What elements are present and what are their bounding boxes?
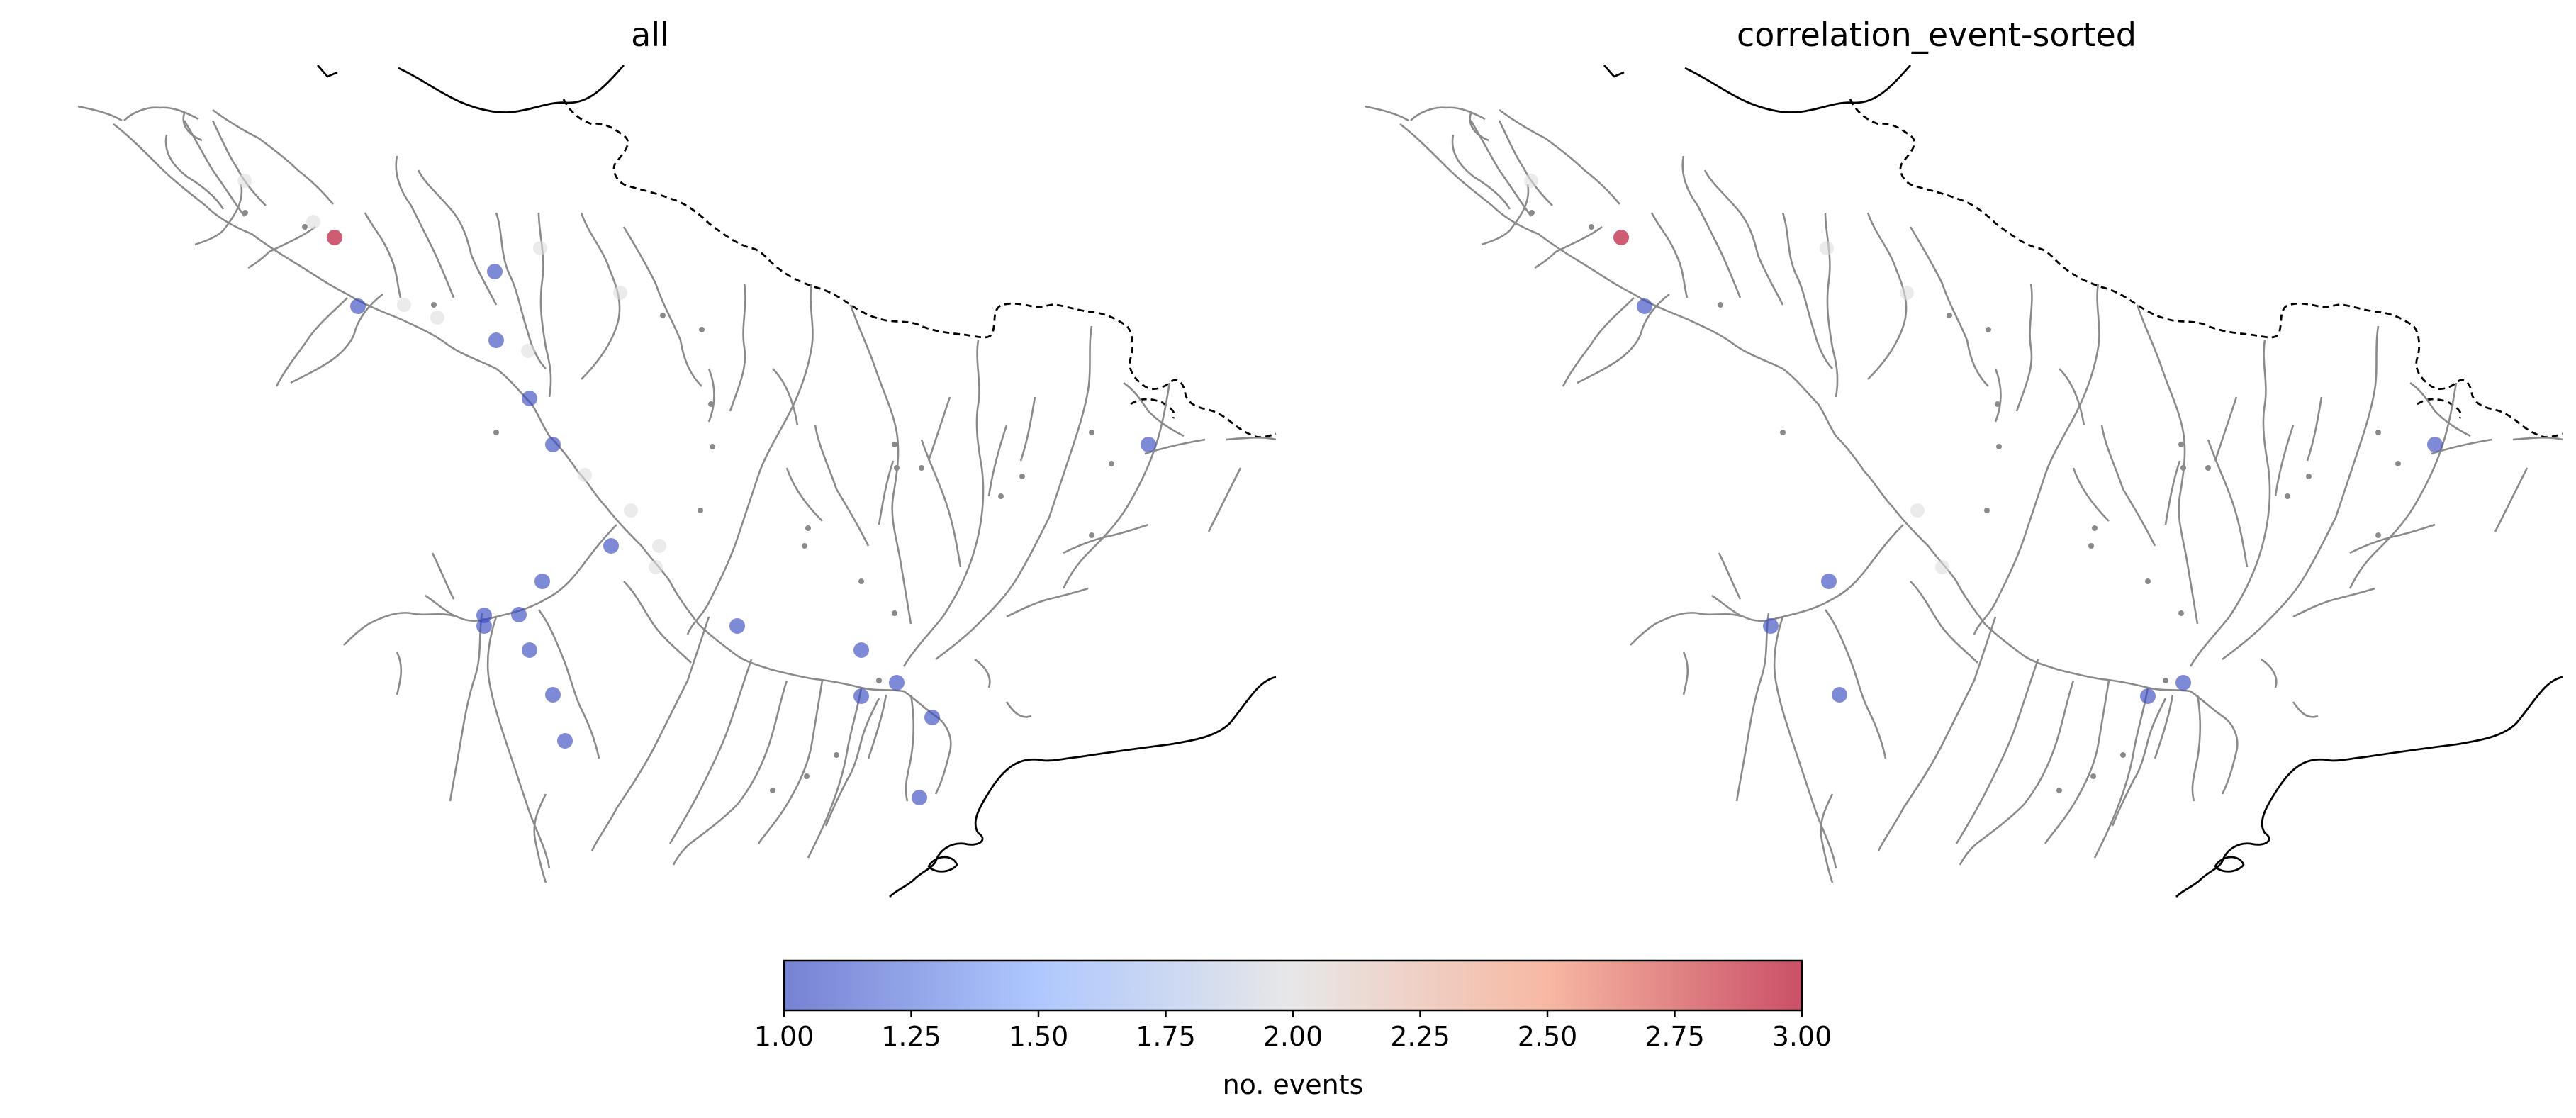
marker-low	[853, 642, 869, 658]
colorbar-tick-label: 2.25	[1390, 1021, 1450, 1052]
colorbar-tick-label: 3.00	[1772, 1021, 1832, 1052]
marker-low	[2427, 437, 2443, 452]
marker-low	[729, 618, 745, 634]
marker-low	[511, 607, 527, 622]
marker-high	[327, 230, 342, 245]
event-markers-sorted	[1524, 174, 2443, 704]
marker-low	[545, 687, 561, 703]
marker-low	[1637, 298, 1652, 314]
colorbar-ticks: 1.00 1.25 1.50 1.75 2.00 2.25 2.50 2.75 3.00	[754, 1010, 1832, 1052]
marker-low	[557, 733, 573, 749]
marker-faint	[578, 468, 592, 482]
marker-low	[853, 688, 869, 704]
marker-low	[522, 391, 537, 406]
panel-title-correlation-event-sorted: correlation_event-sorted	[1737, 16, 2137, 54]
map-panel-correlation-event-sorted: correlation_event-sorted	[1363, 16, 2564, 898]
marker-low	[2140, 688, 2156, 704]
panel-title-all: all	[631, 16, 669, 54]
colorbar-tick-label: 1.00	[754, 1021, 814, 1052]
river-network-sorted	[1363, 64, 2564, 898]
map-panel-all: all	[77, 16, 1277, 898]
event-markers-all	[237, 174, 1156, 805]
marker-faint	[1524, 174, 1538, 188]
marker-low	[603, 538, 619, 554]
colorbar-tick-label: 2.50	[1518, 1021, 1578, 1052]
colorbar-gradient	[784, 961, 1802, 1010]
marker-faint	[1910, 503, 1925, 518]
marker-low	[545, 437, 561, 452]
marker-low	[487, 264, 503, 279]
marker-low	[1821, 574, 1837, 589]
marker-faint	[652, 539, 666, 553]
marker-low	[1832, 687, 1847, 703]
marker-low	[534, 574, 550, 589]
marker-faint	[237, 174, 252, 188]
colorbar-tick-label: 1.75	[1136, 1021, 1196, 1052]
marker-faint	[1820, 241, 1834, 255]
marker-faint	[624, 503, 638, 518]
marker-low	[488, 332, 504, 348]
colorbar-tick-label: 2.00	[1263, 1021, 1323, 1052]
marker-low	[476, 618, 492, 634]
marker-low	[350, 298, 366, 314]
colorbar-tick-label: 1.50	[1009, 1021, 1069, 1052]
colorbar-tick-label: 2.75	[1645, 1021, 1705, 1052]
marker-faint	[306, 215, 320, 229]
colorbar: 1.00 1.25 1.50 1.75 2.00 2.25 2.50 2.75 3.00 no.…	[754, 959, 1832, 1100]
river-network-all	[77, 64, 1277, 898]
marker-faint	[649, 560, 663, 574]
marker-faint	[613, 286, 627, 300]
marker-faint	[430, 311, 444, 325]
marker-faint	[1935, 560, 1949, 574]
marker-low	[1141, 437, 1156, 452]
marker-faint	[521, 344, 535, 358]
marker-faint	[1900, 286, 1914, 300]
marker-low	[889, 675, 905, 691]
marker-low	[924, 710, 940, 725]
marker-low	[522, 642, 537, 658]
marker-low	[2175, 675, 2191, 691]
colorbar-label: no. events	[1223, 1069, 1364, 1100]
marker-faint	[397, 298, 411, 312]
colorbar-tick-label: 1.25	[881, 1021, 941, 1052]
marker-low	[1763, 618, 1779, 634]
marker-high	[1613, 230, 1629, 245]
marker-faint	[533, 241, 547, 255]
marker-low	[912, 790, 927, 805]
